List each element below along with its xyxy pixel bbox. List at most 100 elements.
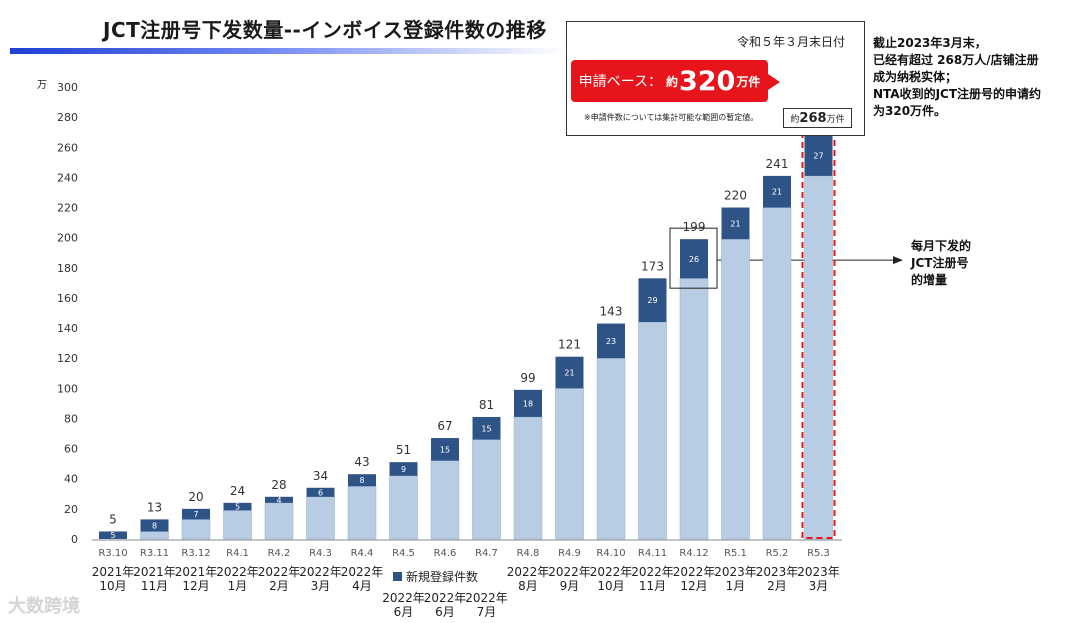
increment-bar (265, 496, 293, 503)
x-tick-label: R4.8 (517, 548, 540, 559)
box-value: 268 (799, 110, 827, 126)
y-tick-label: 180 (57, 262, 78, 275)
x-tick-label: R4.6 (434, 548, 457, 559)
increment-label: 26 (689, 255, 699, 264)
x-tick-label: R3.10 (98, 548, 127, 559)
increment-bar (223, 502, 252, 511)
increment-label: 21 (564, 369, 574, 378)
y-tick-label: 80 (64, 412, 78, 425)
increment-label: 18 (523, 399, 533, 408)
annotation-arrow-head (893, 256, 903, 265)
y-tick-label: 220 (57, 202, 78, 215)
y-tick-label: 0 (71, 533, 78, 546)
x-sub-label: 7月 (477, 605, 497, 619)
total-label: 199 (683, 220, 706, 234)
x-tick-label: R5.3 (807, 548, 830, 559)
increment-bar (140, 519, 169, 532)
badge-pointer (768, 74, 780, 90)
page-title: JCT注册号下发数量--インボイス登録件数の推移 (103, 18, 547, 42)
title-accent-bar (10, 48, 565, 54)
increment-label: 8 (359, 476, 364, 485)
x-sub-label: 11月 (141, 579, 168, 593)
x-sub-label: 8月 (518, 579, 538, 593)
x-sub-label: 4月 (352, 579, 372, 593)
x-sub-label: 3月 (311, 579, 331, 593)
increment-bar (389, 462, 418, 476)
box-approx: 約 (790, 114, 800, 125)
y-tick-label: 160 (57, 292, 78, 305)
increment-bar (638, 278, 667, 323)
increment-bar (514, 389, 542, 417)
x-tick-label: R4.9 (558, 548, 581, 559)
x-tick-label: R5.1 (724, 548, 747, 559)
cumulative-bar (347, 486, 377, 540)
x-sub-label: 2022年 (631, 565, 674, 579)
x-sub-label: 2022年 (216, 565, 259, 579)
total-label: 20 (188, 490, 203, 504)
increment-label: 7 (193, 510, 198, 519)
x-sub-label: 1月 (228, 579, 248, 593)
total-label: 121 (558, 338, 581, 352)
increment-label: 23 (606, 337, 616, 346)
increment-label: 15 (440, 445, 450, 454)
increment-label: 6 (318, 488, 323, 497)
total-label: 51 (396, 443, 411, 457)
cumulative-bar (389, 475, 418, 540)
y-tick-label: 200 (57, 232, 78, 245)
increment-bar (597, 323, 625, 359)
total-label: 173 (641, 259, 664, 273)
y-tick-label: 300 (57, 81, 78, 94)
increment-label: 5 (110, 531, 115, 540)
total-label: 99 (520, 371, 535, 385)
x-tick-label: R3.11 (140, 548, 169, 559)
cumulative-bar (472, 439, 501, 540)
x-tick-label: R4.5 (392, 548, 415, 559)
x-sub-label: 6月 (394, 605, 414, 619)
summary-note: 截止2023年3月末， 已经有超过 268万人/店铺注册 成为纳税实体； NTA… (873, 36, 1042, 118)
box-unit: 万件 (826, 114, 845, 125)
badge-value: 320 (678, 65, 736, 97)
x-sub-label: 2023年 (797, 565, 840, 579)
cumulative-bar (264, 502, 294, 540)
x-tick-label: R5.2 (766, 548, 789, 559)
x-sub-label: 2月 (767, 579, 787, 593)
increment-label: 5 (235, 503, 240, 512)
increment-label: 27 (813, 152, 823, 161)
x-sub-label: 12月 (680, 579, 707, 593)
y-tick-label: 240 (57, 171, 78, 184)
cumulative-bar (804, 175, 833, 540)
x-sub-label: 2022年 (590, 565, 633, 579)
x-sub-label: 2021年 (175, 565, 218, 579)
x-sub-label: 2022年 (299, 565, 342, 579)
cumulative-bar (223, 510, 252, 540)
cumulative-bar (596, 357, 626, 540)
x-tick-label: R4.3 (309, 548, 332, 559)
x-sub-label: 2022年 (465, 591, 508, 605)
increment-bar (306, 487, 335, 497)
total-label: 220 (724, 189, 747, 203)
badge-prefix: 申請ベース： (578, 74, 662, 90)
x-sub-label: 1月 (726, 579, 746, 593)
watermark: 大数跨境 (8, 596, 80, 617)
increment-bar (721, 207, 750, 240)
increment-bar (472, 416, 501, 440)
total-label: 13 (147, 500, 162, 514)
x-sub-label: 10月 (99, 579, 126, 593)
x-sub-label: 2022年 (673, 565, 716, 579)
as-of-date: 令和５年３月末日付 (737, 35, 846, 49)
increment-bar (555, 356, 584, 389)
x-sub-label: 6月 (435, 605, 455, 619)
x-sub-label: 2022年 (258, 565, 301, 579)
cumulative-bar (140, 531, 169, 540)
y-tick-label: 20 (64, 503, 78, 516)
x-sub-label: 11月 (639, 579, 666, 593)
x-sub-label: 2月 (269, 579, 289, 593)
increment-label: 21 (772, 188, 782, 197)
cumulative-bar (555, 388, 584, 540)
total-label: 43 (354, 455, 369, 469)
y-tick-label: 40 (64, 473, 78, 486)
x-tick-label: R4.11 (638, 548, 667, 559)
legend: 新規登録件数 (393, 568, 478, 585)
cumulative-bar (638, 321, 667, 540)
y-tick-label: 120 (57, 352, 78, 365)
